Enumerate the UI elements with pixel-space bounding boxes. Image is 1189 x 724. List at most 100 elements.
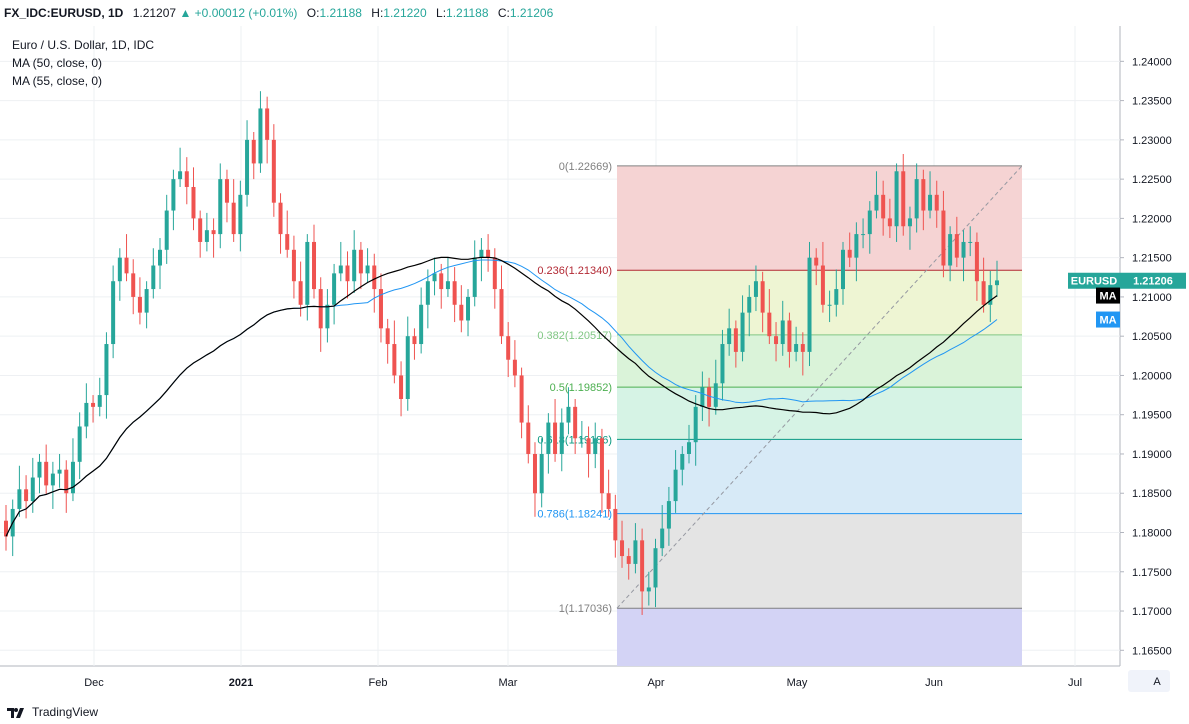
fib-zone bbox=[617, 608, 1022, 666]
candle-body bbox=[727, 328, 732, 345]
candle-body bbox=[492, 257, 497, 290]
candle-body bbox=[646, 587, 651, 592]
time-tick-label: Dec bbox=[84, 677, 104, 689]
time-tick-label: May bbox=[787, 677, 808, 689]
candle-body bbox=[439, 273, 444, 290]
candle-body bbox=[318, 289, 323, 329]
candle-body bbox=[131, 273, 136, 297]
price-chart[interactable]: 0(1.22669) 0.236(1.21340) 0.382(1.20517) 0.… bbox=[0, 26, 1189, 700]
ma55-tag-bg bbox=[1096, 311, 1120, 328]
candle-body bbox=[566, 406, 571, 423]
high-value: 1.21220 bbox=[383, 6, 427, 20]
candle-body bbox=[968, 241, 973, 243]
candle-body bbox=[419, 304, 424, 345]
candle-body bbox=[278, 202, 283, 235]
candle-body bbox=[499, 289, 504, 337]
high-label: H: bbox=[371, 6, 384, 20]
legend-ma50[interactable]: MA (50, close, 0) bbox=[12, 56, 103, 70]
last-price-tag-bg bbox=[1120, 272, 1186, 289]
candle-body bbox=[158, 249, 163, 266]
candle-body bbox=[981, 281, 986, 305]
candle-body bbox=[312, 241, 317, 290]
brand-name[interactable]: TradingView bbox=[32, 705, 99, 719]
candle-body bbox=[954, 234, 959, 258]
candle-body bbox=[251, 139, 256, 164]
candle-body bbox=[44, 461, 49, 486]
fib-zone bbox=[617, 439, 1022, 514]
candle-body bbox=[352, 249, 357, 282]
price-tick-label: 1.19000 bbox=[1132, 449, 1172, 461]
candle-body bbox=[17, 489, 22, 509]
candle-body bbox=[894, 171, 899, 227]
candle-body bbox=[995, 280, 999, 286]
candle-body bbox=[271, 139, 276, 203]
candle-body bbox=[91, 402, 96, 407]
legend-title[interactable]: Euro / U.S. Dollar, 1D, IDC bbox=[12, 38, 155, 52]
candle-body bbox=[794, 344, 799, 352]
candle-body bbox=[673, 469, 678, 502]
candle-body bbox=[479, 249, 484, 258]
fib-level-label: 1(1.17036) bbox=[559, 603, 612, 615]
candle-body bbox=[405, 336, 410, 400]
candle-body bbox=[586, 438, 591, 454]
candle-body bbox=[305, 241, 310, 305]
candle-body bbox=[184, 171, 189, 187]
candle-body bbox=[432, 273, 437, 282]
price-axis[interactable]: 1.24000 1.23500 1.23000 1.22500 1.22000 1.215… bbox=[1120, 56, 1172, 657]
candle-body bbox=[707, 387, 712, 407]
candle-body bbox=[573, 406, 578, 439]
price-tick-label: 1.18500 bbox=[1132, 488, 1172, 500]
ma50-line bbox=[5, 256, 998, 537]
candle-body bbox=[613, 508, 618, 541]
candle-body bbox=[814, 257, 819, 266]
fib-level-label: 0.382(1.20517) bbox=[537, 330, 612, 342]
candle-body bbox=[686, 442, 691, 454]
low-label: L: bbox=[436, 6, 447, 20]
time-tick-label: Apr bbox=[647, 677, 664, 689]
ma50-tag-label: MA bbox=[1099, 291, 1116, 303]
candle-body bbox=[345, 265, 350, 282]
candle-body bbox=[117, 257, 122, 282]
candle-body bbox=[921, 179, 926, 211]
auto-scale-bg bbox=[1128, 670, 1170, 692]
price-tick-label: 1.21500 bbox=[1132, 253, 1172, 265]
candle-body bbox=[834, 289, 839, 305]
candle-body bbox=[526, 422, 531, 454]
ma50-tag-bg bbox=[1096, 287, 1120, 304]
price-tick-label: 1.19500 bbox=[1132, 410, 1172, 422]
candle-body bbox=[599, 438, 604, 494]
price-tick-label: 1.22000 bbox=[1132, 213, 1172, 225]
candle-body bbox=[840, 249, 845, 290]
auto-scale-button[interactable]: A bbox=[1128, 670, 1170, 692]
candle-body bbox=[740, 312, 745, 352]
candle-body bbox=[385, 328, 390, 345]
candle-body bbox=[760, 281, 765, 313]
candle-body bbox=[640, 540, 645, 592]
fib-trend-line bbox=[616, 165, 1023, 609]
candle-body bbox=[224, 179, 229, 203]
change-value: +0.00012 (+0.01%) bbox=[194, 6, 298, 20]
candle-body bbox=[787, 320, 792, 352]
time-axis[interactable]: Dec 2021 Feb Mar Apr May Jun Jul A bbox=[84, 670, 1170, 692]
fib-level-label: 0.5(1.19852) bbox=[550, 382, 612, 394]
price-tick-label: 1.18000 bbox=[1132, 528, 1172, 540]
candle-body bbox=[144, 289, 149, 313]
candle-body bbox=[204, 230, 209, 242]
price-tick-label: 1.20500 bbox=[1132, 331, 1172, 343]
price-tick-label: 1.17500 bbox=[1132, 567, 1172, 579]
candle-body bbox=[124, 257, 129, 274]
candle-body bbox=[24, 489, 29, 502]
candle-body bbox=[988, 285, 993, 305]
candle-body bbox=[325, 304, 330, 329]
candle-body bbox=[780, 320, 785, 345]
candle-body bbox=[800, 344, 805, 352]
candle-body bbox=[626, 556, 631, 564]
price-tick-label: 1.23500 bbox=[1132, 96, 1172, 108]
candle-body bbox=[512, 359, 517, 376]
candle-body bbox=[941, 210, 946, 266]
legend-ma55[interactable]: MA (55, close, 0) bbox=[12, 74, 103, 88]
moving-averages bbox=[5, 256, 998, 537]
time-tick-label: Feb bbox=[369, 677, 388, 689]
symbol-title[interactable]: FX_IDC:EURUSD, 1D bbox=[4, 6, 124, 20]
candle-body bbox=[104, 344, 109, 396]
